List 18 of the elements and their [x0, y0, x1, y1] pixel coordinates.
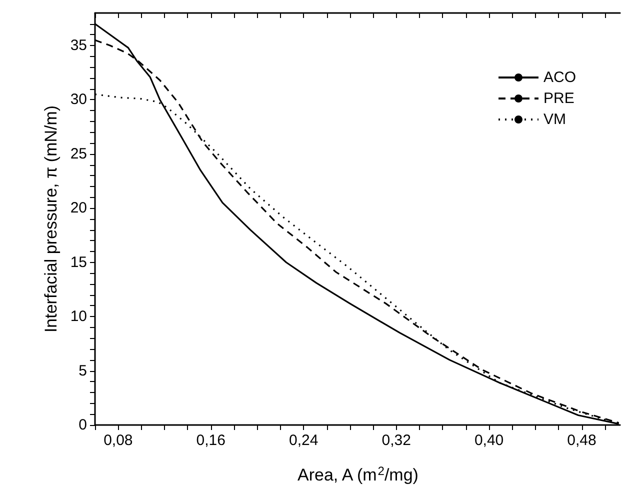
y-axis-title: Interfacial pressure, π (mN/m)	[41, 105, 60, 333]
y-tick-label: 10	[70, 308, 87, 326]
y-tick-label: 0	[78, 416, 87, 434]
legend-label: ACO	[543, 69, 576, 86]
x-tick-label: 0,40	[474, 432, 504, 449]
y-tick-label: 15	[70, 254, 87, 271]
x-tick-label: 0,08	[104, 432, 133, 449]
x-tick-label: 0,48	[567, 432, 596, 449]
y-tick-label: 25	[70, 145, 87, 162]
y-tick-label: 20	[70, 200, 87, 217]
x-tick-label: 0,24	[289, 432, 318, 449]
legend-label: PRE	[543, 90, 574, 107]
x-tick-label: 0,16	[196, 432, 226, 449]
y-tick-label: 35	[70, 37, 87, 54]
x-tick-label: 0,32	[382, 432, 411, 449]
legend-label: VM	[543, 111, 566, 128]
y-tick-label: 30	[70, 91, 87, 108]
y-tick-label: 5	[78, 362, 87, 380]
